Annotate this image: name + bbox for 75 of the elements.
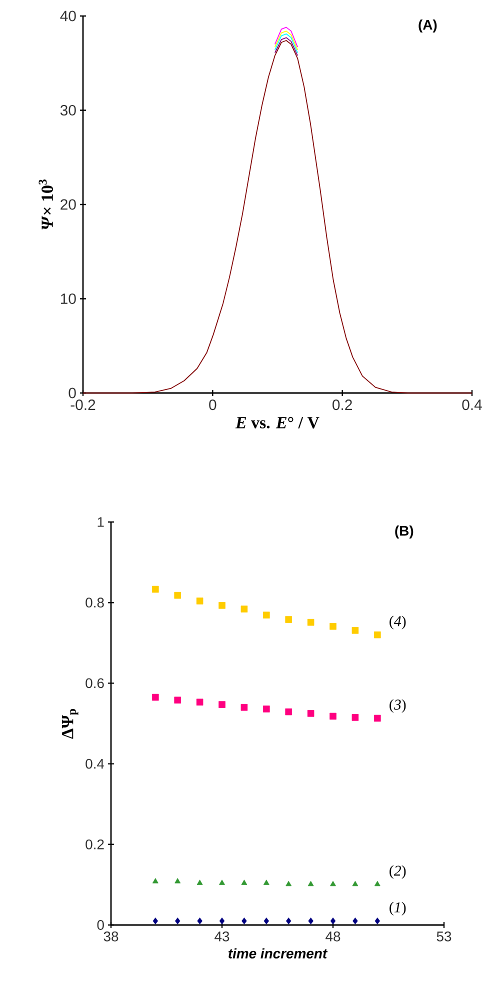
point — [219, 880, 225, 885]
y-tick-label: 20 — [60, 199, 76, 210]
y-tick-label: 1 — [98, 517, 104, 527]
y-tick-label: 0 — [68, 388, 76, 398]
series-label: (2) — [390, 865, 406, 879]
point — [263, 612, 270, 618]
point — [174, 878, 181, 884]
point — [330, 712, 336, 720]
point — [352, 918, 358, 924]
series-label: (3) — [390, 699, 406, 713]
y-tick-label: 40 — [60, 10, 76, 22]
point — [196, 880, 203, 885]
point — [307, 618, 314, 626]
x-axis-title: E vs. E° / V — [235, 416, 320, 428]
point — [286, 880, 292, 886]
point — [197, 918, 202, 924]
point — [263, 706, 270, 712]
point — [241, 880, 248, 885]
point — [152, 918, 158, 924]
y-axis-title: ΔΨ$_{p}$ — [62, 709, 78, 739]
point — [352, 627, 359, 634]
point — [175, 918, 180, 924]
y-tick-label: 0.8 — [86, 598, 104, 608]
y-tick-label: 0.2 — [86, 839, 104, 850]
point — [374, 880, 380, 886]
point — [352, 880, 358, 886]
point — [286, 918, 292, 924]
point — [330, 622, 336, 630]
point — [374, 631, 381, 638]
point — [219, 918, 225, 924]
line-series — [274, 37, 298, 56]
point — [308, 880, 314, 886]
point — [240, 704, 248, 711]
x-tick-label: 53 — [436, 932, 452, 942]
y-tick-label: 10 — [61, 293, 76, 304]
point — [264, 918, 269, 924]
point — [374, 918, 380, 924]
point — [285, 616, 292, 623]
point — [352, 714, 359, 721]
x-tick-label: 43 — [214, 932, 230, 942]
y-tick-label: 0.6 — [86, 678, 104, 688]
x-tick-label: 0 — [209, 400, 216, 410]
point — [152, 878, 158, 884]
x-tick-label: 0.2 — [332, 400, 352, 410]
point — [242, 918, 247, 924]
line-series — [274, 26, 298, 48]
point — [330, 880, 336, 886]
y-tick-label: 0.4 — [86, 758, 104, 769]
point — [174, 696, 181, 704]
point — [152, 694, 159, 701]
point — [174, 592, 181, 599]
series-label: (1) — [390, 902, 406, 916]
x-tick-label: -0.2 — [70, 400, 96, 410]
point — [307, 710, 314, 717]
x-tick-label: 48 — [326, 932, 340, 942]
y-axis-title: Ψ× 10$^{3}$ — [38, 179, 54, 230]
point — [196, 698, 204, 706]
point — [330, 918, 336, 924]
point — [218, 701, 226, 708]
x-tick-label: 38 — [104, 932, 118, 942]
point — [285, 708, 292, 716]
point — [196, 598, 204, 604]
series-label: (4) — [390, 616, 406, 630]
x-tick-label: 0.4 — [462, 400, 482, 410]
chart-title: (B) — [395, 526, 414, 539]
point — [263, 880, 270, 885]
point — [152, 586, 159, 593]
chart-title: (A) — [418, 20, 437, 33]
point — [308, 918, 314, 924]
point — [374, 714, 381, 722]
x-axis-title: time increment — [228, 948, 328, 958]
point — [218, 602, 226, 609]
y-tick-label: 0 — [97, 920, 104, 930]
y-tick-label: 30 — [60, 104, 76, 116]
point — [240, 606, 248, 612]
